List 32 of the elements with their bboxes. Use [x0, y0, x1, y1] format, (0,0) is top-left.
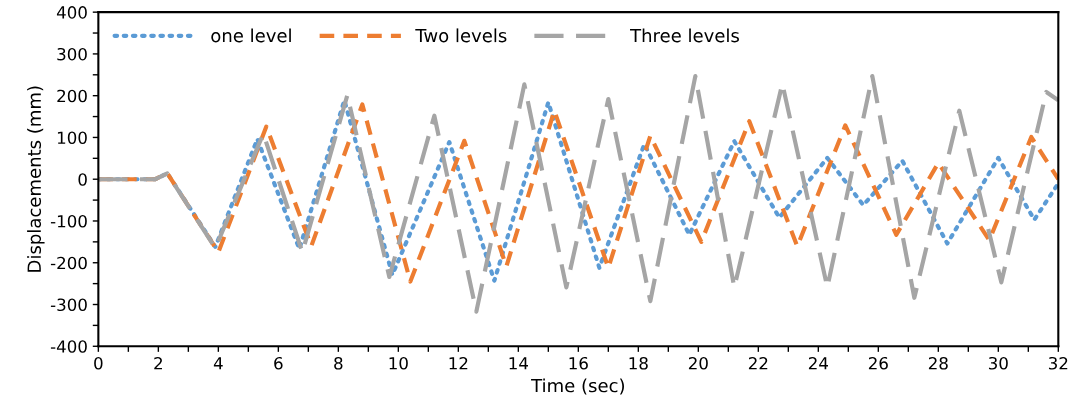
y-tick-label: -400 — [50, 340, 87, 353]
y-tick-label: -200 — [50, 256, 87, 270]
x-tick-label: 14 — [509, 357, 528, 370]
x-tick-label: 4 — [213, 357, 223, 370]
y-tick-label: 100 — [57, 131, 87, 145]
y-tick-label: 300 — [57, 47, 87, 61]
y-tick-label: 200 — [57, 89, 87, 103]
line-series — [98, 73, 1059, 314]
x-tick-label: 16 — [569, 356, 588, 370]
x-tick-label: 24 — [808, 356, 828, 370]
x-tick-label: 8 — [334, 356, 343, 370]
x-tick-label: 6 — [274, 356, 283, 370]
x-tick-label: 18 — [629, 356, 648, 370]
x-axis-title: Time (sec) — [531, 378, 624, 395]
x-tick-label: 12 — [449, 356, 468, 370]
legend-label: Two levels — [415, 28, 507, 43]
x-tick-label: 32 — [1048, 356, 1068, 370]
legend-label: Three levels — [630, 28, 739, 43]
y-tick-label: 0 — [78, 173, 87, 186]
x-tick-label: 20 — [688, 356, 708, 370]
x-tick-label: 22 — [748, 356, 768, 370]
y-tick-label: -300 — [50, 298, 87, 312]
x-tick-label: 2 — [154, 356, 162, 370]
x-tick-label: 0 — [94, 356, 103, 370]
y-axis-title: Displacements (mm) — [27, 86, 45, 272]
x-tick-label: 10 — [389, 356, 408, 370]
x-tick-label: 26 — [868, 356, 888, 370]
legend-label: one level — [211, 28, 291, 43]
x-tick-label: 30 — [988, 356, 1008, 370]
y-tick-label: 400 — [56, 6, 87, 19]
y-tick-label: -100 — [50, 214, 87, 228]
x-tick-label: 28 — [928, 356, 948, 370]
